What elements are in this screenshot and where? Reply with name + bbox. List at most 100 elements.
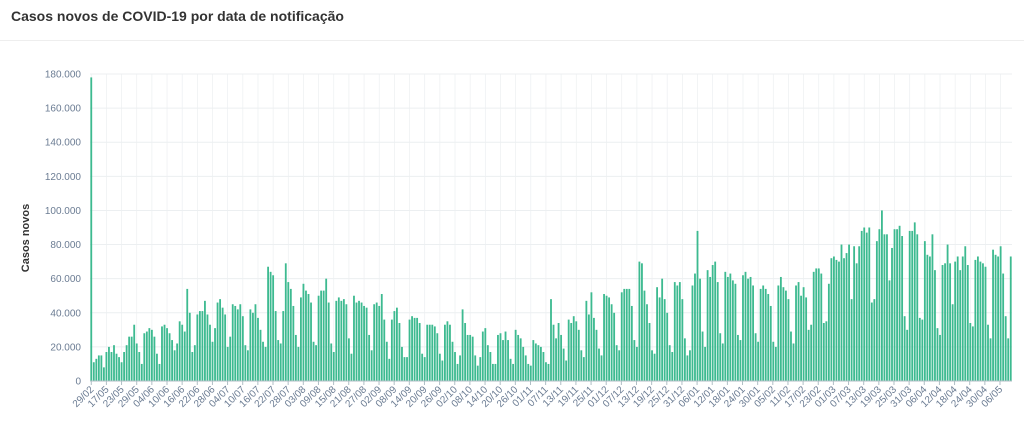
bar [249, 309, 252, 381]
bar [135, 343, 138, 381]
chart-title: Casos novos de COVID-19 por data de noti… [11, 8, 344, 24]
bar [969, 323, 972, 381]
bar [97, 355, 100, 381]
bar [1002, 273, 1005, 381]
bar [532, 340, 535, 381]
bar [471, 336, 474, 381]
bar [608, 297, 611, 381]
bar [201, 311, 204, 381]
bar [721, 343, 724, 381]
bar [795, 285, 797, 381]
bar [651, 350, 653, 381]
bar [355, 302, 358, 381]
bar [95, 358, 98, 381]
bar [398, 323, 401, 381]
bar [216, 302, 219, 381]
bar [716, 282, 719, 381]
bar [481, 331, 484, 381]
bar [787, 299, 790, 381]
bar [156, 353, 158, 381]
bar [979, 261, 982, 381]
bar [385, 341, 388, 381]
bar [509, 358, 512, 381]
bar [878, 229, 881, 381]
bar [547, 363, 550, 381]
bar [908, 230, 911, 381]
bar [812, 271, 815, 381]
bar [752, 285, 754, 381]
bar [739, 340, 742, 381]
bar [800, 295, 802, 381]
bar [638, 261, 641, 381]
bar [211, 341, 214, 381]
bar [188, 312, 191, 381]
bar [113, 345, 115, 381]
bar [272, 275, 275, 381]
y-tick-label: 160.000 [45, 104, 82, 115]
bar [575, 321, 578, 381]
bar [236, 309, 239, 381]
bar [918, 317, 921, 381]
bar [570, 323, 573, 381]
bar [370, 350, 373, 381]
bar [696, 230, 699, 381]
bar [835, 259, 838, 381]
bar [519, 338, 522, 381]
bar [105, 352, 108, 381]
bar [865, 232, 868, 381]
bar [802, 287, 805, 381]
y-tick-label: 40.000 [50, 308, 81, 319]
bar [292, 305, 295, 381]
bar [244, 345, 247, 381]
bar [1007, 338, 1010, 381]
bar [926, 254, 929, 381]
bar [557, 323, 560, 381]
bar [585, 300, 588, 381]
bar [646, 304, 648, 381]
bar [959, 270, 962, 381]
bar [229, 336, 232, 381]
bar [264, 346, 267, 381]
bar [161, 326, 163, 381]
bar [848, 244, 850, 381]
bar [504, 331, 507, 381]
bar [451, 341, 454, 381]
bar [934, 270, 936, 381]
bar [673, 282, 676, 381]
bar [241, 316, 244, 381]
bar [893, 229, 896, 381]
bar [840, 244, 843, 381]
bar [678, 282, 681, 381]
bar [178, 321, 181, 381]
bar [1004, 316, 1007, 381]
bar [711, 265, 714, 381]
bar [363, 305, 365, 381]
bar [353, 295, 355, 381]
bar [886, 234, 888, 381]
bar [539, 346, 542, 381]
bar [615, 345, 618, 381]
bar [822, 323, 825, 381]
bar [870, 302, 873, 381]
bar [158, 363, 161, 381]
bar [125, 345, 128, 381]
bar [709, 276, 712, 381]
bar [365, 307, 368, 381]
bar [737, 334, 739, 381]
bar [850, 299, 853, 381]
bar [552, 324, 555, 381]
bar [297, 346, 300, 381]
bar [936, 328, 939, 381]
bar [883, 234, 886, 381]
bar [378, 305, 381, 381]
bar [494, 363, 497, 381]
bar [183, 331, 186, 381]
bar [186, 288, 189, 381]
bar [426, 324, 429, 381]
bar [817, 268, 820, 381]
bar [259, 329, 262, 381]
bar [497, 334, 499, 381]
bar [166, 328, 168, 381]
bar [459, 355, 461, 381]
bar [855, 263, 858, 381]
